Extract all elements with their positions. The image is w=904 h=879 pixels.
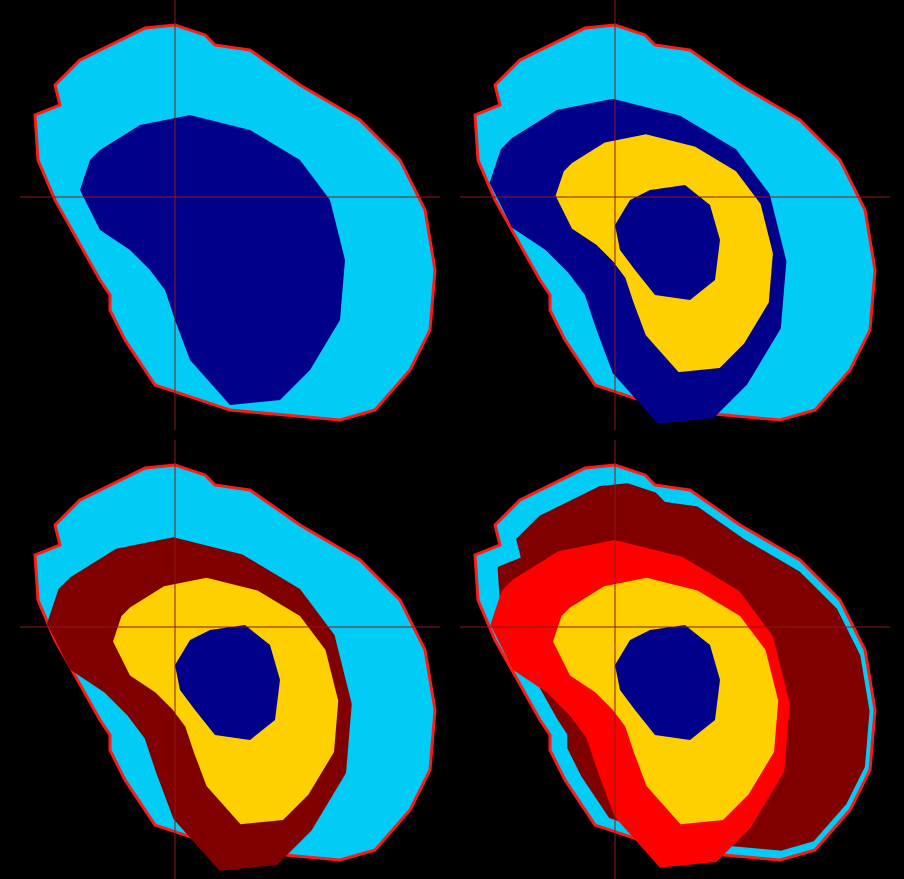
page-body <box>0 0 904 879</box>
page: {} html, body { margin: 0; padding: 0; b… <box>0 0 904 879</box>
segmentation-figure <box>0 0 904 879</box>
